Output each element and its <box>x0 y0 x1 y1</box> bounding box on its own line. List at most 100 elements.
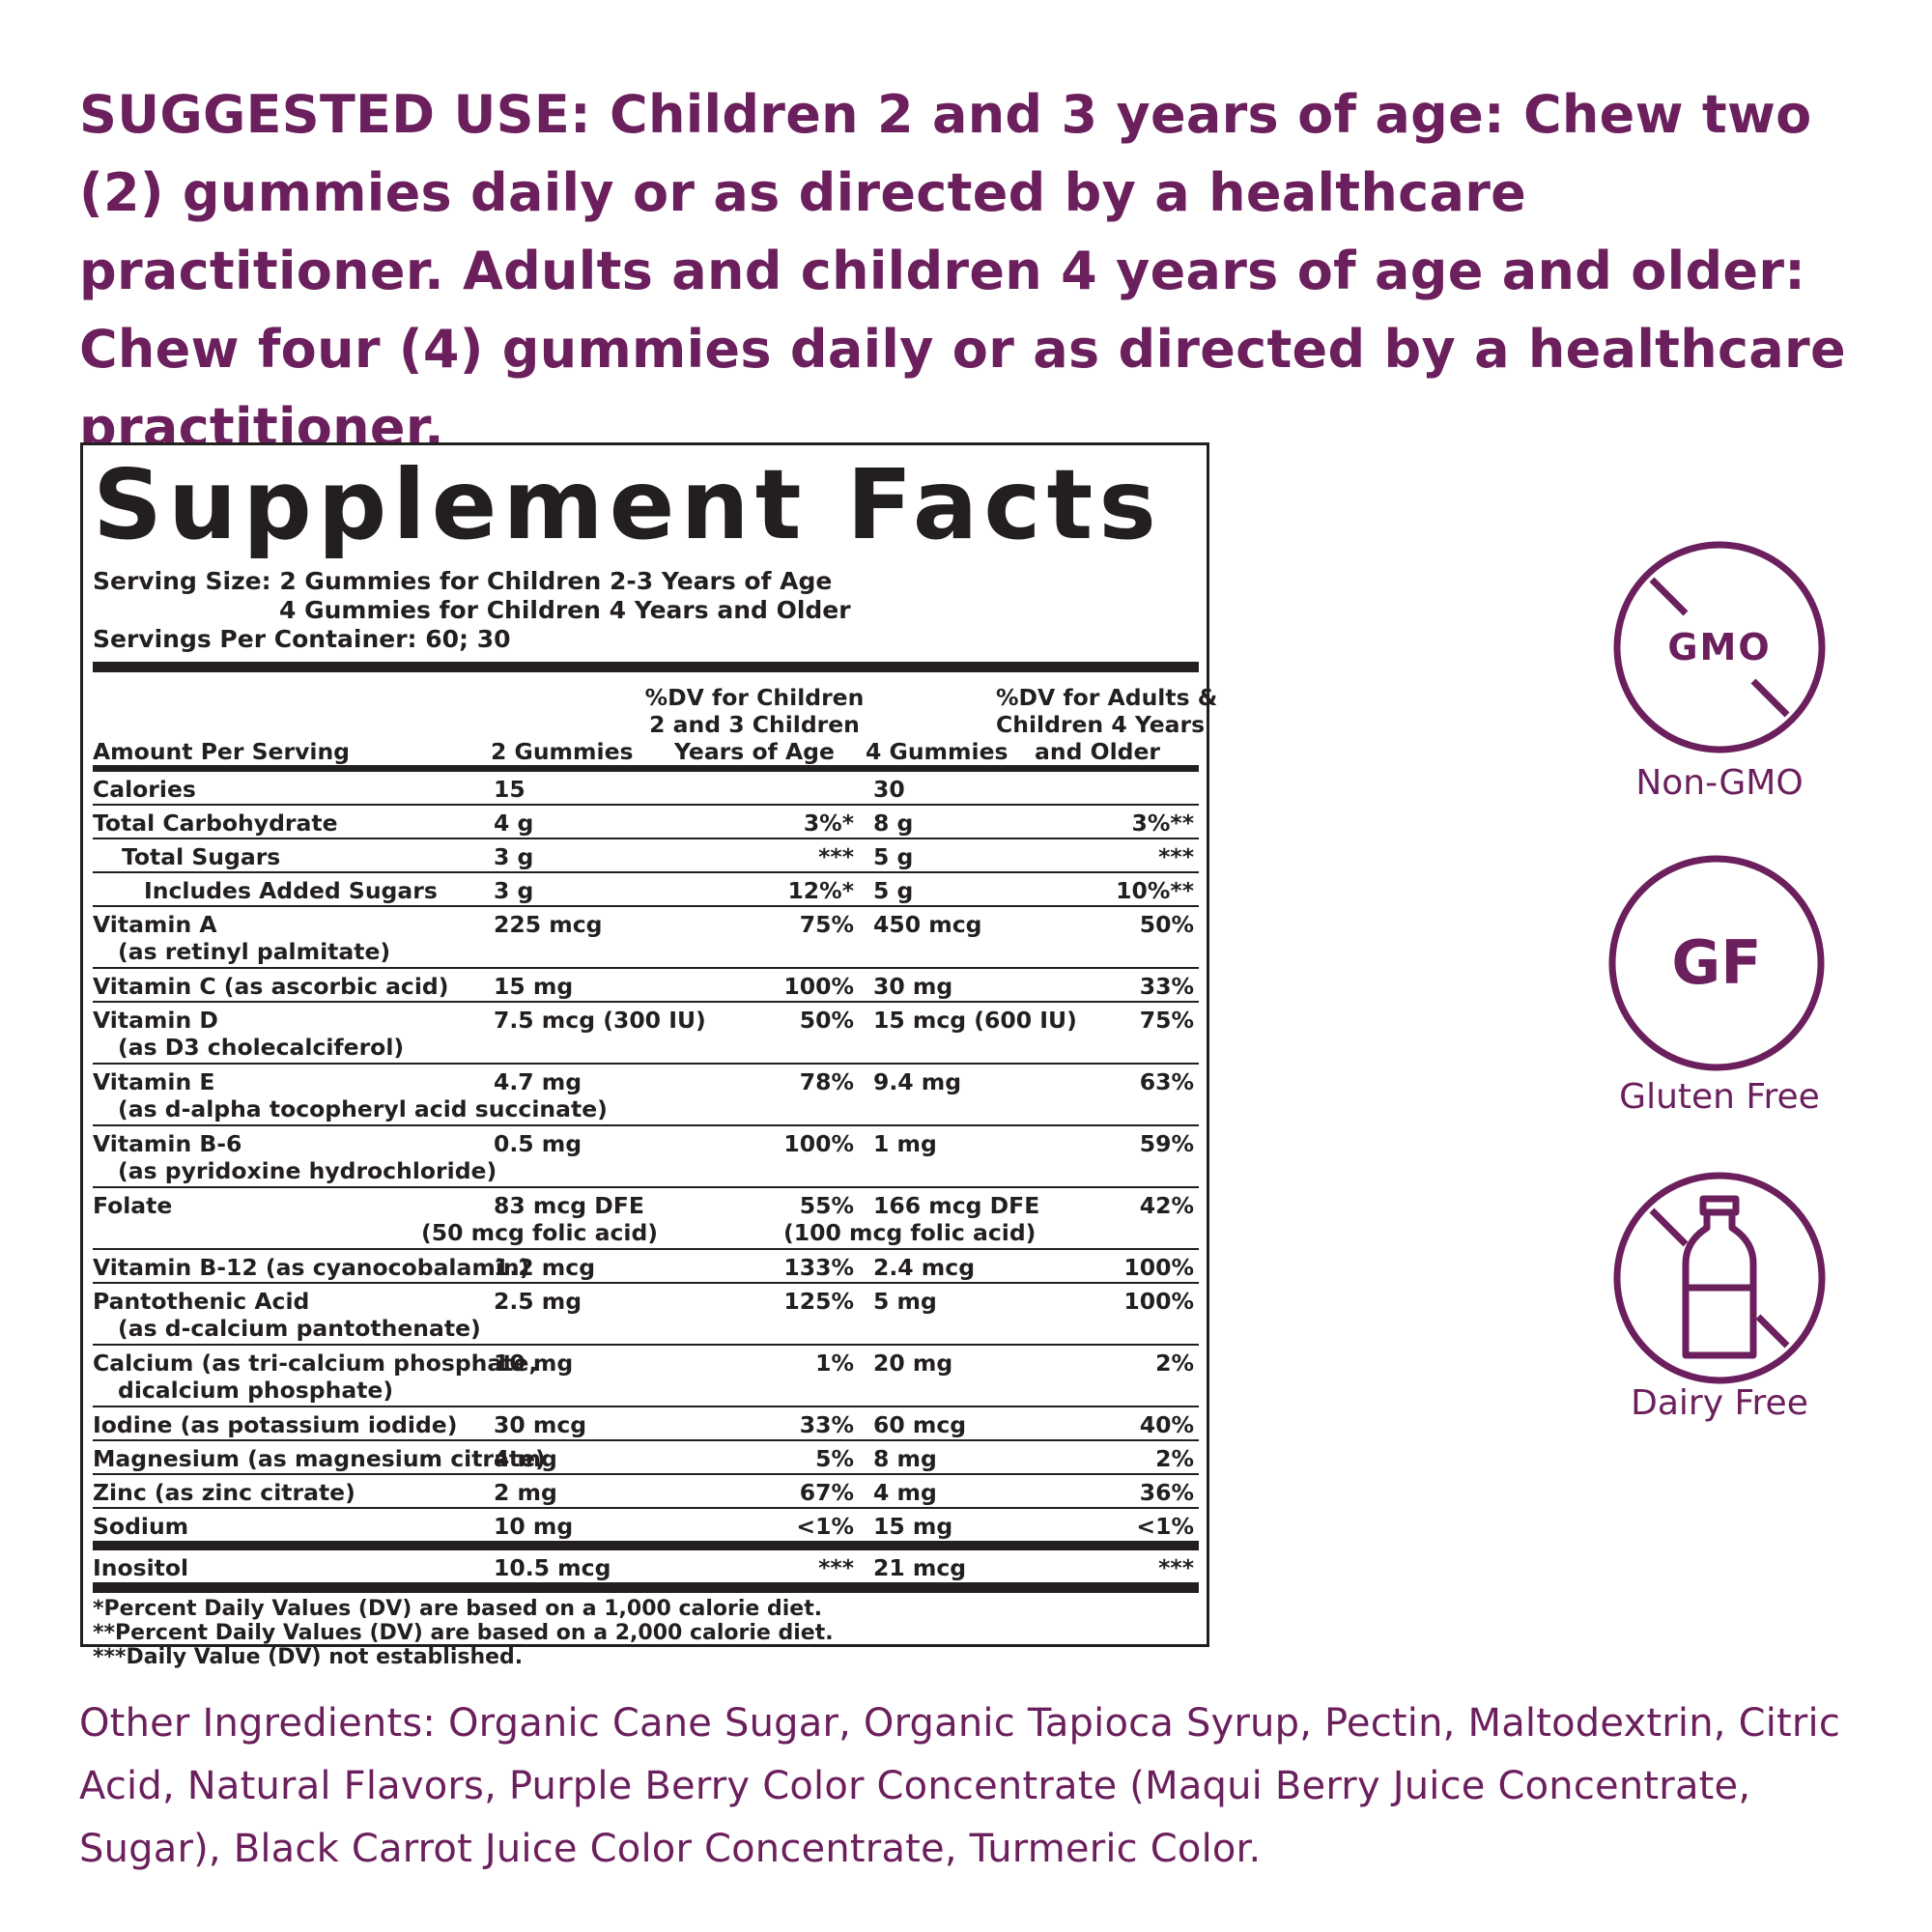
nutrient-name: Iodine (as potassium iodide) <box>93 1411 458 1438</box>
nutrient-row: Folate 83 mcg DFE 55% 166 mcg DFE 42% (50 mcg… <box>93 1188 1199 1248</box>
row-divider <box>93 1439 1199 1441</box>
row-divider <box>93 1063 1199 1065</box>
amount-2-gummies: 4 mg <box>494 1445 557 1472</box>
dv-children-2-3: *** <box>818 843 854 870</box>
nutrient-source: (as d-calcium pantothenate) <box>118 1315 481 1342</box>
badge-gf-text: GF <box>1671 927 1761 998</box>
nutrient-source: (as pyridoxine hydrochloride) <box>118 1157 497 1184</box>
nutrient-source: (as retinyl palmitate) <box>118 938 391 965</box>
nutrient-name: Vitamin B-12 (as cyanocobalamin) <box>93 1254 530 1281</box>
nutrient-row: Total Carbohydrate 4 g 3%* 8 g 3%** <box>93 806 1199 838</box>
nutrient-row: Vitamin C (as ascorbic acid) 15 mg 100% 30 … <box>93 969 1199 1001</box>
nutrient-name: Includes Added Sugars <box>144 877 438 904</box>
dv-adults-children-4: 10%** <box>1116 877 1194 904</box>
footnote-2: **Percent Daily Values (DV) are based on… <box>93 1621 834 1645</box>
nutrient-source: (as d-alpha tocopheryl acid succinate) <box>118 1095 608 1122</box>
header-dv4: %DV for Adults & Children 4 Years and Ol… <box>996 684 1218 765</box>
nutrient-row: Vitamin D 7.5 mcg (300 IU) 50% 15 mcg (600 … <box>93 1003 1199 1063</box>
dv-children-2-3: 125% <box>783 1288 854 1315</box>
header-dv4-line1: %DV for Adults & <box>996 684 1218 711</box>
amount-2-gummies: 1.2 mcg <box>494 1254 596 1281</box>
nutrient-name: Vitamin C (as ascorbic acid) <box>93 973 449 1000</box>
dv-children-2-3: 3%* <box>803 810 854 837</box>
dv-children-2-3: 100% <box>783 973 854 1000</box>
dv-adults-children-4: *** <box>1158 843 1194 870</box>
amount-4-gummies: 15 mcg (600 IU) <box>873 1007 1077 1034</box>
amount-2-gummies: 2.5 mg <box>494 1288 582 1315</box>
dv-children-2-3: *** <box>818 1554 854 1581</box>
row-divider <box>93 804 1199 806</box>
header-dv2-line2: 2 and 3 Children <box>649 711 860 738</box>
header-dv4-line2: Children 4 Years <box>996 711 1206 738</box>
amount-4-gummies: 5 g <box>873 843 914 870</box>
nutrient-row: Inositol 10.5 mcg *** 21 mcg *** <box>93 1550 1199 1582</box>
milk-bottle-icon <box>1682 1195 1757 1359</box>
dv-children-2-3: 5% <box>815 1445 854 1472</box>
row-divider <box>93 1248 1199 1250</box>
nutrient-row: Vitamin E 4.7 mg 78% 9.4 mg 63% (as d-alpha t… <box>93 1065 1199 1124</box>
nutrient-row: Calcium (as tri-calcium phosphate, 10 mg 1… <box>93 1346 1199 1406</box>
amount-4-gummies: 30 <box>873 776 905 803</box>
dv-adults-children-4: 33% <box>1139 973 1194 1000</box>
row-divider <box>93 905 1199 907</box>
amount-4-gummies: 21 mcg <box>873 1554 967 1581</box>
divider-thick-inositol <box>93 1541 1199 1550</box>
nutrient-name: Sodium <box>93 1513 189 1540</box>
amount-4-gummies: 5 g <box>873 877 914 904</box>
serving-info: Serving Size: 2 Gummies for Children 2-3… <box>93 567 1199 654</box>
amount-4-source: (100 mcg folic acid) <box>783 1219 1037 1246</box>
other-ingredients: Other Ingredients: Organic Cane Sugar, O… <box>79 1701 1841 1871</box>
dv-children-2-3: 78% <box>799 1068 854 1095</box>
row-divider <box>93 1186 1199 1188</box>
nutrient-name: Calories <box>93 776 196 803</box>
nutrient-name: Total Sugars <box>122 843 281 870</box>
badge-label-gluten-free: Gluten Free <box>1619 1077 1820 1117</box>
row-divider <box>93 1406 1199 1407</box>
nutrient-name: Vitamin B-6 <box>93 1130 242 1157</box>
dv-adults-children-4: 2% <box>1155 1445 1194 1472</box>
amount-2-gummies: 4.7 mg <box>494 1068 582 1095</box>
amount-4-gummies: 5 mg <box>873 1288 937 1315</box>
badge-label-dairy-free: Dairy Free <box>1631 1383 1808 1423</box>
header-dv2: %DV for Children 2 and 3 Children Years … <box>634 684 875 765</box>
dv-children-2-3: 12%* <box>787 877 854 904</box>
row-divider <box>93 1473 1199 1475</box>
dv-adults-children-4: 50% <box>1139 911 1194 938</box>
nutrient-source: (as D3 cholecalciferol) <box>118 1034 405 1061</box>
servings-per-container: Servings Per Container: 60; 30 <box>93 625 511 653</box>
dv-children-2-3: 75% <box>799 911 854 938</box>
facts-rows: Calories 15 30 Total Carbohydrate 4 g 3%* 8 g 3… <box>93 772 1199 1582</box>
amount-2-gummies: 3 g <box>494 843 534 870</box>
nutrient-row: Calories 15 30 <box>93 772 1199 804</box>
dv-adults-children-4: 75% <box>1139 1007 1194 1034</box>
badge-label-non-gmo: Non-GMO <box>1635 763 1804 803</box>
nutrient-row: Zinc (as zinc citrate) 2 mg 67% 4 mg 36% <box>93 1475 1199 1507</box>
amount-4-gummies: 60 mcg <box>873 1411 967 1438</box>
row-divider <box>93 1344 1199 1346</box>
amount-2-gummies: 0.5 mg <box>494 1130 582 1157</box>
header-col4: 4 Gummies <box>866 738 1009 765</box>
amount-2-gummies: 10 mg <box>494 1350 574 1377</box>
dv-adults-children-4: *** <box>1158 1554 1194 1581</box>
dv-adults-children-4: 100% <box>1123 1254 1194 1281</box>
nutrient-row: Total Sugars 3 g *** 5 g *** <box>93 839 1199 871</box>
facts-header-row: Amount Per Serving 2 Gummies %DV for Chi… <box>93 672 1218 765</box>
nutrient-name: Magnesium (as magnesium citrate) <box>93 1445 546 1472</box>
dv-children-2-3: 67% <box>799 1479 854 1506</box>
row-divider <box>93 967 1199 969</box>
amount-2-gummies: 2 mg <box>494 1479 557 1506</box>
nutrient-name: Vitamin D <box>93 1007 218 1034</box>
dv-children-2-3: 100% <box>783 1130 854 1157</box>
amount-4-gummies: 30 mg <box>873 973 953 1000</box>
divider-thick <box>93 662 1199 672</box>
badge-non-gmo: GMO <box>1613 541 1826 753</box>
footnote-1: *Percent Daily Values (DV) are based on … <box>93 1597 823 1621</box>
amount-2-gummies: 4 g <box>494 810 534 837</box>
dv-children-2-3: <1% <box>796 1513 854 1540</box>
dv-adults-children-4: 2% <box>1155 1350 1194 1377</box>
amount-2-gummies: 15 mg <box>494 973 574 1000</box>
header-col2: 2 Gummies <box>491 738 634 765</box>
amount-4-gummies: 4 mg <box>873 1479 937 1506</box>
nutrient-source: dicalcium phosphate) <box>118 1377 394 1404</box>
amount-2-gummies: 15 <box>494 776 526 803</box>
